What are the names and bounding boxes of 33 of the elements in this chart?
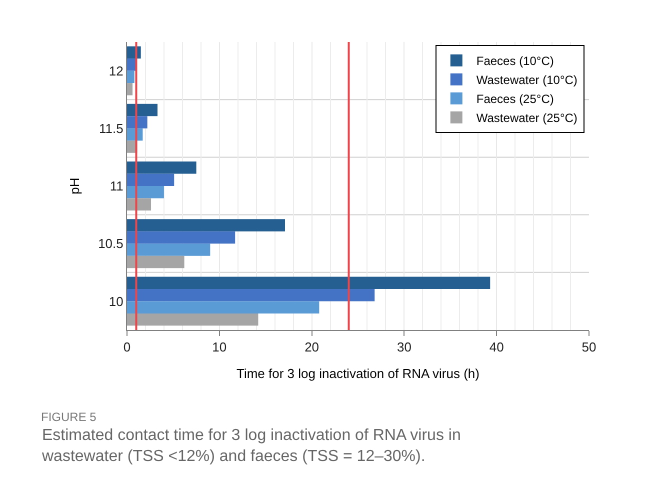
bar — [127, 276, 490, 289]
y-tick-label: 11.5 — [99, 120, 124, 136]
text: Estimated contact time for 3 log inactivation of RNA virus in wastewater (TSS <12%) and faeces (TSS = 12–30%). — [41, 427, 461, 465]
legend-label: Faeces (10°C) — [476, 54, 554, 68]
y-tick-label: 11 — [110, 178, 124, 194]
y-axis-title: pH — [67, 178, 82, 194]
caption: FIGURE 5 — [41, 410, 97, 424]
x-tick-label: 50 — [582, 340, 596, 355]
y-tick-label: 12 — [108, 63, 124, 78]
bar — [127, 231, 236, 244]
x-tick-label: 20 — [304, 340, 320, 355]
bar — [127, 83, 133, 96]
bar — [127, 256, 184, 268]
x-axis-title: Time for 3 log inactivation of RNA virus (h) — [236, 366, 480, 382]
bar — [127, 186, 164, 198]
x-tick-label: 0 — [123, 340, 131, 355]
bar — [127, 174, 174, 186]
bar — [127, 288, 375, 302]
bar — [127, 162, 196, 174]
x-tick-label: 40 — [489, 340, 504, 355]
x-tick-label: 30 — [396, 340, 412, 355]
bar — [127, 104, 158, 116]
legend-label: Wastewater (25°C) — [476, 111, 578, 126]
y-tick-label: 10 — [108, 294, 124, 309]
legend-label: Wastewater (10°C) — [476, 73, 578, 88]
bar — [127, 219, 285, 232]
x-tick-label: 10 — [212, 340, 227, 355]
bar — [127, 244, 210, 256]
bar — [127, 313, 258, 326]
bar — [127, 301, 320, 314]
y-tick-label: 10.5 — [98, 236, 124, 252]
legend-label: Faeces (25°C) — [476, 92, 554, 106]
bar — [127, 70, 134, 84]
